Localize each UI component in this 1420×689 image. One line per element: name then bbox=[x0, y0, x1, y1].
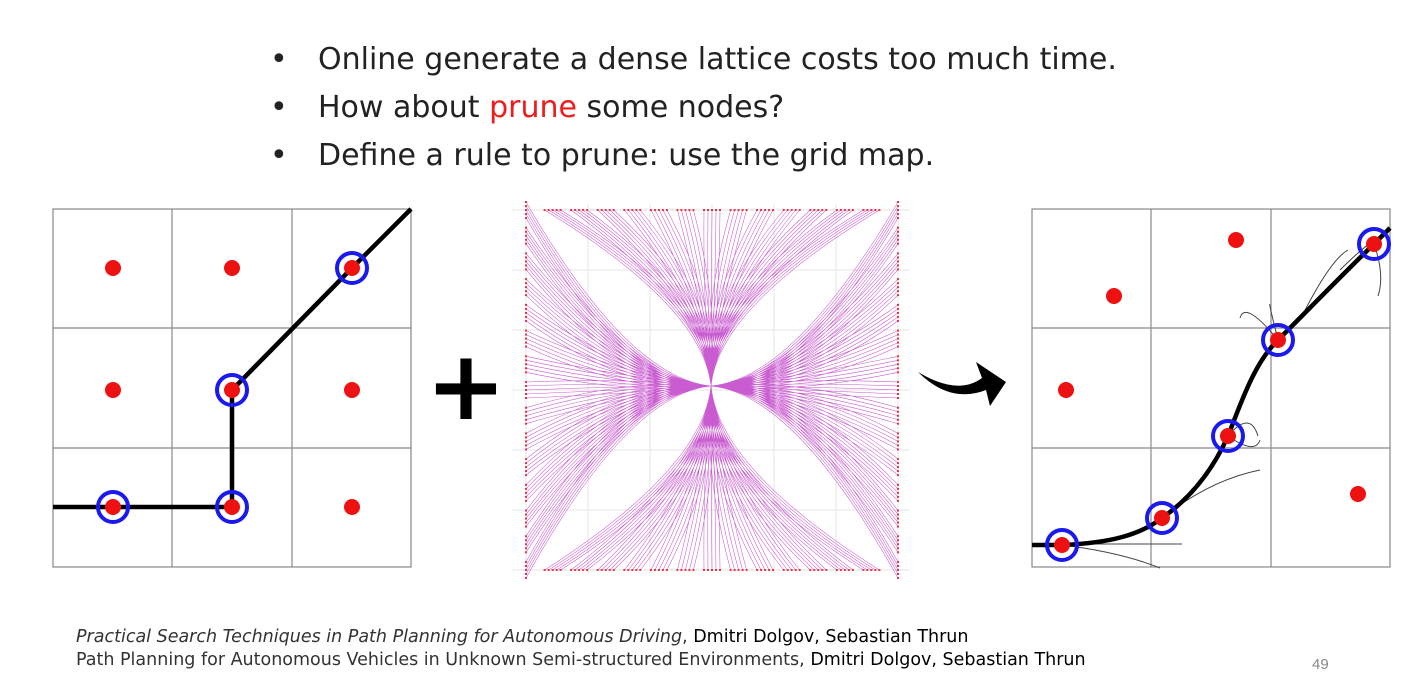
bullet-item-2: • Define a rule to prune: use the grid m… bbox=[268, 132, 1117, 180]
cell-node bbox=[1058, 382, 1074, 398]
cell-node bbox=[224, 499, 240, 515]
cell-node bbox=[105, 260, 121, 276]
cell-node bbox=[344, 382, 360, 398]
cell-node bbox=[1270, 332, 1286, 348]
grid-map-left bbox=[52, 207, 413, 568]
selected-rings bbox=[1045, 227, 1391, 562]
bullet-list: • Online generate a dense lattice costs … bbox=[268, 36, 1117, 180]
bullet-dot: • bbox=[270, 42, 288, 77]
selected-ring bbox=[1261, 323, 1295, 357]
selected-ring bbox=[1357, 227, 1391, 261]
cell-nodes bbox=[105, 260, 360, 515]
bullet-dot: • bbox=[270, 138, 288, 173]
bullet-item-1: • How about prune some nodes? bbox=[268, 84, 1117, 132]
selected-ring bbox=[1045, 528, 1079, 562]
selected-ring bbox=[335, 251, 369, 285]
reference-authors: Dmitri Dolgov, Sebastian Thrun bbox=[693, 627, 969, 647]
cell-node bbox=[105, 382, 121, 398]
reference-title: Practical Search Techniques in Path Plan… bbox=[76, 627, 683, 647]
cell-node bbox=[344, 260, 360, 276]
grid-map-right bbox=[1031, 208, 1392, 569]
cell-node bbox=[1054, 537, 1070, 553]
page-number: 49 bbox=[1312, 656, 1329, 673]
reference-authors: Dmitri Dolgov, Sebastian Thrun bbox=[810, 650, 1086, 670]
bullet-text: How about bbox=[318, 90, 490, 125]
references: Practical Search Techniques in Path Plan… bbox=[76, 626, 1086, 672]
plus-sign: + bbox=[426, 330, 506, 442]
curved-arrow-icon bbox=[918, 362, 1006, 406]
highlight-word: prune bbox=[489, 90, 577, 125]
bullet-text: Define a rule to prune: use the grid map… bbox=[318, 138, 935, 173]
cell-node bbox=[224, 382, 240, 398]
bullet-text: Online generate a dense lattice costs to… bbox=[318, 42, 1117, 77]
reference-1: Path Planning for Autonomous Vehicles in… bbox=[76, 650, 1086, 670]
reference-title: Path Planning for Autonomous Vehicles in… bbox=[76, 650, 800, 670]
lattice-curves bbox=[525, 201, 899, 579]
lattice-arrowheads bbox=[525, 201, 899, 579]
selected-rings bbox=[96, 251, 369, 524]
smooth-path bbox=[1032, 226, 1392, 548]
selected-ring bbox=[1145, 501, 1179, 535]
cell-node bbox=[105, 499, 121, 515]
cell-node bbox=[224, 260, 240, 276]
cell-node bbox=[1106, 288, 1122, 304]
grid-lines bbox=[1031, 208, 1391, 568]
cell-node bbox=[1154, 510, 1170, 526]
bullet-item-0: • Online generate a dense lattice costs … bbox=[268, 36, 1117, 84]
lattice-diagram bbox=[512, 201, 910, 579]
reference-0: Practical Search Techniques in Path Plan… bbox=[76, 627, 969, 647]
cell-nodes bbox=[1054, 232, 1382, 553]
cell-node bbox=[1350, 486, 1366, 502]
selected-ring bbox=[215, 490, 249, 524]
selected-ring bbox=[96, 490, 130, 524]
cell-node bbox=[344, 499, 360, 515]
selected-ring bbox=[215, 373, 249, 407]
selected-ring bbox=[1211, 419, 1245, 453]
cell-node bbox=[1228, 232, 1244, 248]
cell-node bbox=[1366, 236, 1382, 252]
branch-curves bbox=[1061, 231, 1389, 569]
cell-node bbox=[1220, 428, 1236, 444]
bullet-text: some nodes? bbox=[576, 90, 785, 125]
bullet-dot: • bbox=[270, 90, 288, 125]
